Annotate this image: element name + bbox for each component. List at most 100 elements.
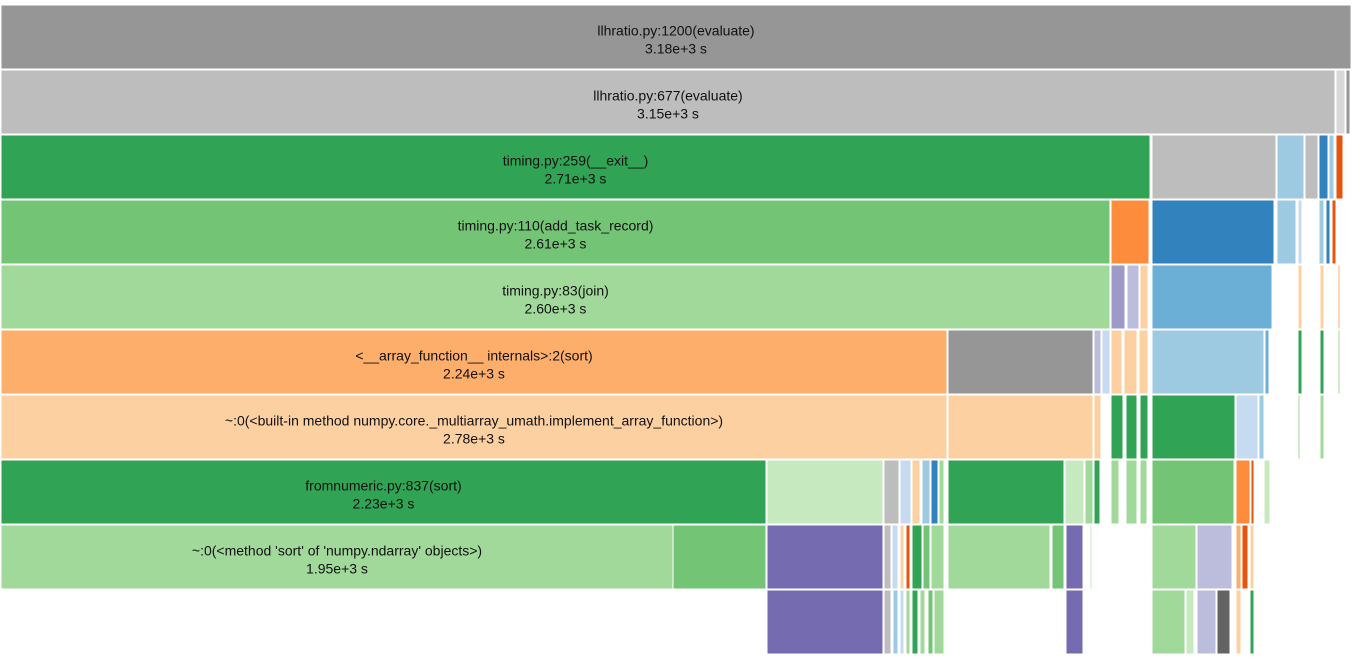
call-block[interactable] (1335, 69, 1346, 135)
call-block[interactable] (905, 524, 911, 590)
call-block[interactable] (1264, 329, 1270, 395)
call-block[interactable] (1335, 134, 1344, 200)
call-block[interactable] (0, 524, 674, 590)
call-block[interactable] (1126, 264, 1140, 330)
call-block[interactable] (1139, 264, 1149, 330)
call-block[interactable] (1249, 524, 1255, 590)
call-block[interactable] (1151, 264, 1273, 330)
call-block[interactable] (947, 459, 1065, 525)
call-block[interactable] (1093, 459, 1101, 525)
call-block[interactable] (1235, 394, 1259, 460)
call-block[interactable] (883, 589, 892, 655)
call-block[interactable] (1064, 459, 1085, 525)
call-block[interactable] (766, 459, 884, 525)
call-block[interactable] (1110, 459, 1120, 525)
call-block[interactable] (1084, 459, 1094, 525)
call-block[interactable] (1235, 589, 1242, 655)
call-block[interactable] (1093, 329, 1102, 395)
call-block[interactable] (0, 264, 1111, 330)
call-block[interactable] (930, 459, 939, 525)
call-block[interactable] (1151, 524, 1197, 590)
call-block[interactable] (883, 459, 900, 525)
call-block[interactable] (1235, 459, 1251, 525)
call-block[interactable] (1319, 264, 1325, 330)
call-block[interactable] (0, 4, 1352, 70)
call-block[interactable] (1185, 589, 1195, 655)
call-block[interactable] (1258, 394, 1265, 460)
call-block[interactable] (1196, 589, 1217, 655)
call-block[interactable] (672, 524, 767, 590)
call-block[interactable] (1139, 459, 1148, 525)
call-block[interactable] (1319, 329, 1325, 395)
call-block[interactable] (899, 459, 912, 525)
call-block[interactable] (0, 134, 1151, 200)
call-block[interactable] (1337, 329, 1341, 395)
call-block[interactable] (1241, 524, 1249, 590)
call-block[interactable] (1249, 589, 1255, 655)
call-block[interactable] (1325, 199, 1331, 265)
call-block[interactable] (899, 524, 905, 590)
call-block[interactable] (1151, 329, 1265, 395)
call-block[interactable] (1139, 394, 1149, 460)
call-block[interactable] (933, 589, 945, 655)
call-block[interactable] (0, 69, 1336, 135)
call-block[interactable] (1110, 199, 1150, 265)
call-block[interactable] (1318, 134, 1329, 200)
call-block[interactable] (938, 459, 945, 525)
call-block[interactable] (1297, 264, 1303, 330)
call-block[interactable] (1110, 264, 1126, 330)
call-block[interactable] (1125, 394, 1138, 460)
call-block[interactable] (1093, 394, 1102, 460)
call-block[interactable] (0, 394, 948, 460)
call-block[interactable] (1101, 329, 1111, 395)
call-block[interactable] (891, 524, 899, 590)
call-block[interactable] (927, 589, 934, 655)
call-block[interactable] (905, 589, 911, 655)
call-block[interactable] (1250, 459, 1255, 525)
call-block[interactable] (766, 524, 884, 590)
call-block[interactable] (1276, 134, 1305, 200)
call-block[interactable] (1297, 329, 1303, 395)
call-block[interactable] (921, 459, 931, 525)
call-block[interactable] (1304, 134, 1319, 200)
call-block[interactable] (1318, 199, 1325, 265)
call-block[interactable] (1196, 524, 1233, 590)
call-block[interactable] (1138, 329, 1149, 395)
call-block[interactable] (1216, 589, 1231, 655)
call-block[interactable] (766, 589, 884, 655)
call-block[interactable] (1123, 329, 1138, 395)
call-block[interactable] (1276, 199, 1297, 265)
call-block[interactable] (1125, 459, 1138, 525)
call-block[interactable] (1319, 394, 1325, 460)
call-block[interactable] (0, 329, 948, 395)
call-block[interactable] (0, 459, 767, 525)
call-block[interactable] (919, 589, 926, 655)
call-block[interactable] (1297, 394, 1301, 460)
call-block[interactable] (1331, 199, 1337, 265)
call-block[interactable] (883, 524, 892, 590)
call-block[interactable] (1089, 524, 1093, 590)
call-block[interactable] (911, 589, 919, 655)
call-block[interactable] (1110, 329, 1123, 395)
call-block[interactable] (1328, 134, 1335, 200)
call-block[interactable] (947, 524, 1051, 590)
call-block[interactable] (947, 329, 1094, 395)
call-block[interactable] (911, 459, 921, 525)
call-block[interactable] (892, 589, 899, 655)
call-block[interactable] (1151, 459, 1235, 525)
call-block[interactable] (947, 394, 1094, 460)
call-block[interactable] (1151, 134, 1277, 200)
call-block[interactable] (1297, 199, 1303, 265)
call-block[interactable] (1051, 524, 1065, 590)
call-block[interactable] (1151, 394, 1236, 460)
call-block[interactable] (899, 589, 905, 655)
call-block[interactable] (1151, 589, 1186, 655)
call-block[interactable] (930, 524, 945, 590)
call-block[interactable] (1263, 459, 1271, 525)
call-block[interactable] (1065, 524, 1084, 590)
call-block[interactable] (1110, 394, 1124, 460)
call-block[interactable] (911, 524, 923, 590)
call-block[interactable] (1345, 69, 1351, 135)
call-block[interactable] (1235, 524, 1242, 590)
call-block[interactable] (1065, 589, 1084, 655)
